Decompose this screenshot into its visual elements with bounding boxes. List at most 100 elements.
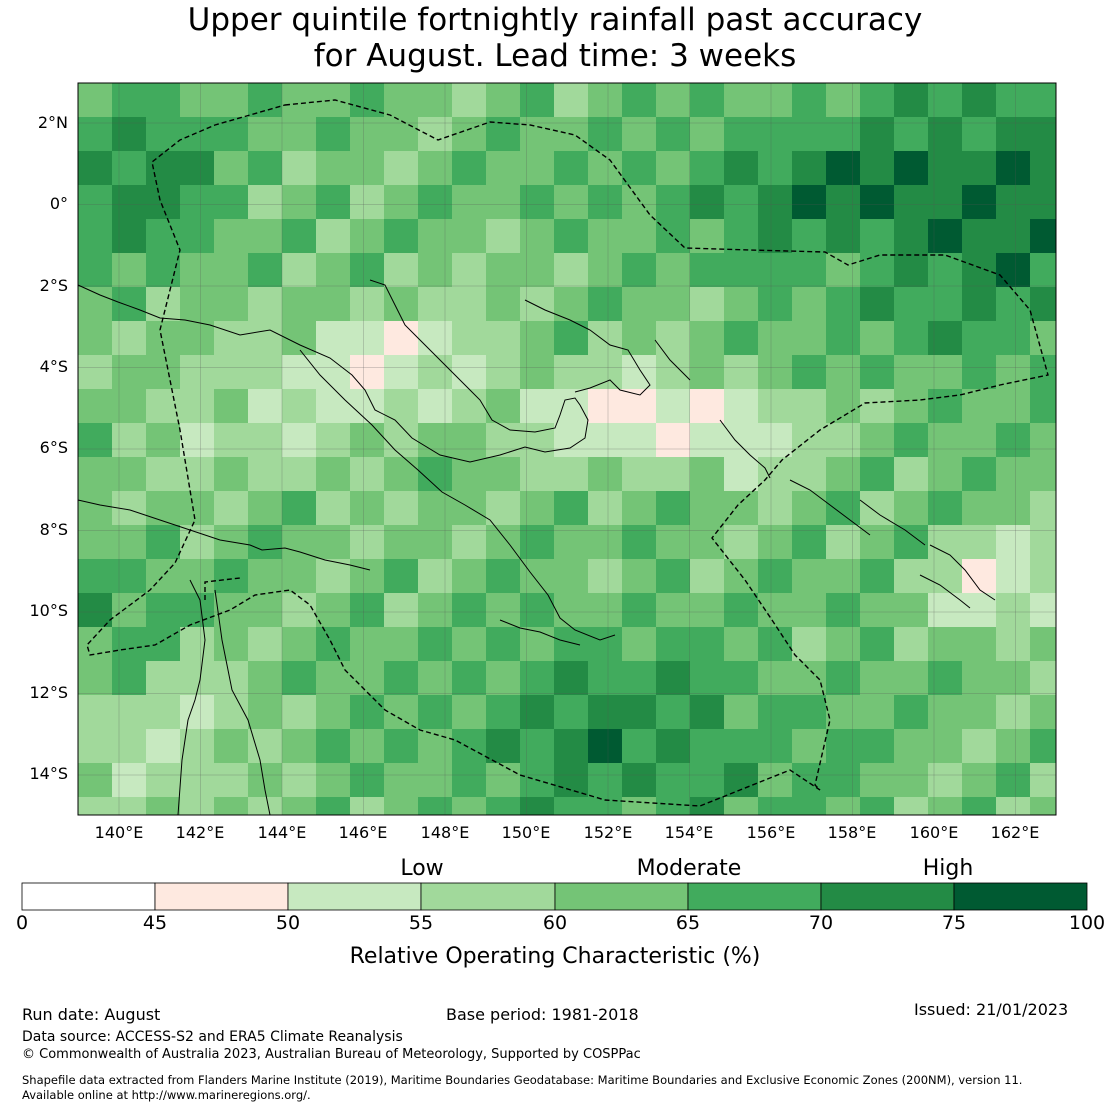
roc-cell	[792, 185, 826, 219]
roc-cell	[690, 457, 724, 491]
roc-cell	[996, 729, 1030, 763]
colorbar-tick-45: 45	[142, 912, 168, 934]
roc-cell	[860, 797, 894, 815]
roc-cell	[962, 525, 996, 559]
roc-cell	[350, 695, 384, 729]
roc-cell	[214, 627, 248, 661]
roc-cell	[248, 287, 282, 321]
roc-cell	[180, 83, 214, 117]
roc-cell	[656, 117, 690, 151]
roc-cell	[656, 627, 690, 661]
roc-cell	[350, 151, 384, 185]
roc-cell	[78, 729, 112, 763]
colorbar-segment	[554, 882, 689, 911]
map-frame	[77, 82, 1057, 816]
roc-cell	[656, 321, 690, 355]
roc-cell	[894, 695, 928, 729]
roc-cell	[622, 253, 656, 287]
roc-cell	[452, 117, 486, 151]
roc-cell	[622, 491, 656, 525]
roc-cell	[486, 627, 520, 661]
roc-cell	[826, 525, 860, 559]
roc-cell	[486, 593, 520, 627]
roc-cell	[1030, 593, 1056, 627]
roc-cell	[588, 117, 622, 151]
roc-cell	[452, 151, 486, 185]
roc-cell	[758, 423, 792, 457]
roc-grid-cells	[78, 83, 1056, 815]
roc-cell	[486, 423, 520, 457]
roc-cell	[248, 389, 282, 423]
roc-cell	[928, 83, 962, 117]
roc-cell	[452, 457, 486, 491]
roc-cell	[180, 695, 214, 729]
solomons-coast-1	[789, 479, 871, 536]
roc-cell	[928, 559, 962, 593]
roc-cell	[724, 695, 758, 729]
roc-cell	[418, 695, 452, 729]
roc-cell	[452, 729, 486, 763]
roc-cell	[452, 797, 486, 815]
roc-cell	[758, 389, 792, 423]
roc-cell	[554, 627, 588, 661]
roc-cell	[826, 151, 860, 185]
roc-cell	[248, 661, 282, 695]
roc-cell	[928, 593, 962, 627]
roc-cell	[350, 219, 384, 253]
roc-cell	[588, 423, 622, 457]
roc-cell	[860, 117, 894, 151]
coastlines	[77, 279, 996, 816]
roc-cell	[78, 661, 112, 695]
roc-cell	[1030, 559, 1056, 593]
roc-cell	[622, 355, 656, 389]
roc-cell	[418, 151, 452, 185]
new-ireland-coast	[654, 339, 691, 381]
roc-cell	[554, 593, 588, 627]
roc-cell	[724, 423, 758, 457]
roc-cell	[248, 219, 282, 253]
roc-cell	[78, 491, 112, 525]
roc-cell	[112, 321, 146, 355]
roc-cell	[996, 525, 1030, 559]
roc-cell	[656, 355, 690, 389]
roc-cell	[452, 627, 486, 661]
roc-cell	[520, 627, 554, 661]
roc-cell	[452, 355, 486, 389]
roc-cell	[588, 253, 622, 287]
roc-cell	[282, 287, 316, 321]
roc-cell	[622, 797, 656, 815]
roc-cell	[826, 185, 860, 219]
roc-cell	[656, 729, 690, 763]
roc-cell	[860, 321, 894, 355]
roc-cell	[826, 423, 860, 457]
roc-cell	[486, 797, 520, 815]
roc-cell	[384, 355, 418, 389]
roc-cell	[656, 151, 690, 185]
roc-cell	[554, 151, 588, 185]
roc-cell	[1030, 389, 1056, 423]
roc-cell	[894, 491, 928, 525]
roc-cell	[214, 253, 248, 287]
roc-cell	[486, 185, 520, 219]
lat-label-6s: 6°S	[39, 438, 68, 457]
roc-cell	[962, 389, 996, 423]
roc-cell	[350, 423, 384, 457]
roc-cell	[894, 627, 928, 661]
roc-cell	[792, 151, 826, 185]
roc-cell	[758, 729, 792, 763]
roc-cell	[418, 627, 452, 661]
roc-cell	[928, 457, 962, 491]
roc-cell	[690, 525, 724, 559]
roc-cell	[1030, 117, 1056, 151]
roc-cell	[418, 117, 452, 151]
roc-cell	[962, 457, 996, 491]
roc-cell	[996, 559, 1030, 593]
roc-cell	[724, 593, 758, 627]
roc-cell	[78, 151, 112, 185]
roc-cell	[214, 763, 248, 797]
roc-cell	[554, 457, 588, 491]
roc-cell	[78, 525, 112, 559]
roc-cell	[792, 253, 826, 287]
roc-cell	[622, 117, 656, 151]
lat-label-14s: 14°S	[29, 764, 68, 783]
